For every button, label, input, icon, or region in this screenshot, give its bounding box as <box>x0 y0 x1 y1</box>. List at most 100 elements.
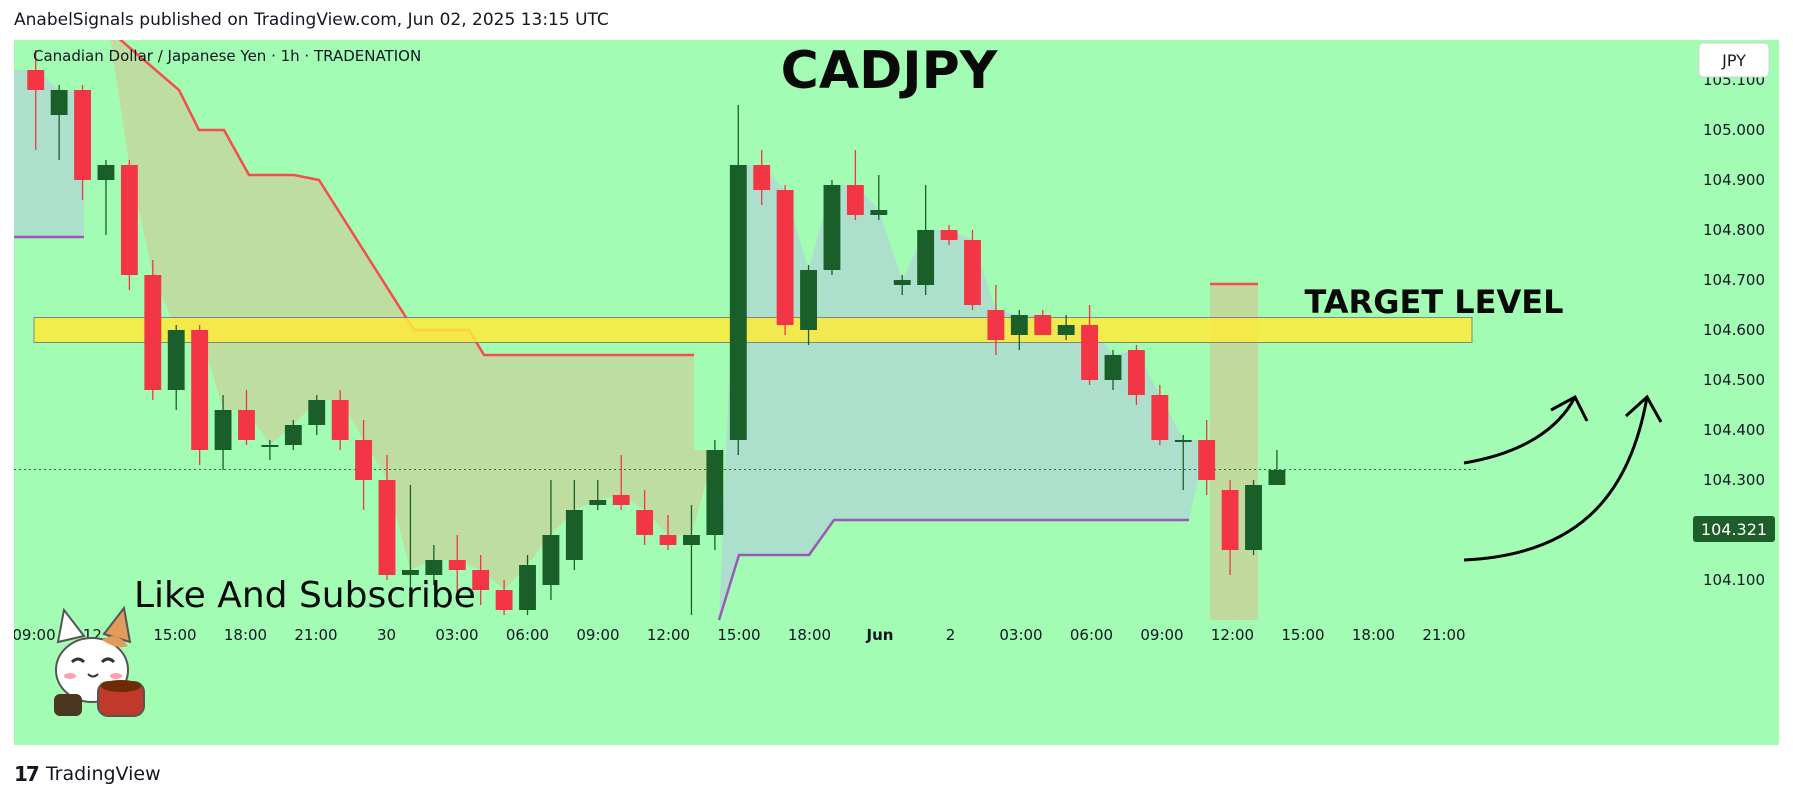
candle <box>542 480 560 600</box>
candles <box>27 50 1286 615</box>
chart-panel[interactable]: 105.100 105.000 104.900 104.800 104.700 104.6… <box>12 29 1779 745</box>
time-tick-label: 15:00 <box>1281 626 1324 644</box>
bullish-cloud-area <box>719 165 1207 620</box>
candle <box>683 505 700 615</box>
time-tick-label: 30 <box>377 626 396 644</box>
candle <box>753 150 771 205</box>
price-tick-label: 104.600 <box>1703 321 1765 339</box>
candle <box>612 455 630 510</box>
candle-body <box>940 230 958 240</box>
time-tick-label: 18:00 <box>788 626 831 644</box>
candle-body <box>308 400 326 425</box>
candle <box>519 555 536 615</box>
mascot-cat-icon <box>54 605 145 717</box>
candle <box>729 105 747 455</box>
candle <box>636 490 654 545</box>
candle <box>823 180 841 275</box>
time-axis[interactable]: 09:00 12:00 15:00 18:00 21:00 30 03:00 06:00 09:… <box>12 626 1466 644</box>
candle <box>589 480 607 510</box>
candle-body <box>612 495 630 505</box>
price-tick-label: 104.500 <box>1703 371 1765 389</box>
currency-button[interactable]: JPY <box>1698 42 1770 78</box>
candle-body <box>1034 315 1052 335</box>
candle-body <box>1198 440 1216 480</box>
candle-body <box>355 440 373 480</box>
publisher-line: AnabelSignals published on TradingView.c… <box>14 10 609 30</box>
candle-body <box>1174 440 1192 442</box>
price-tick-label: 104.400 <box>1703 421 1765 439</box>
candle <box>1104 350 1122 390</box>
time-tick-label: 12:00 <box>1211 626 1254 644</box>
candle <box>1034 310 1052 335</box>
candle <box>964 230 981 310</box>
candle-body <box>74 90 91 180</box>
arrow-head-2-icon <box>1624 394 1663 423</box>
candle-body <box>565 510 583 560</box>
time-tick-label: 09:00 <box>14 626 56 644</box>
candle <box>214 395 232 470</box>
candle <box>1010 310 1028 350</box>
candle-body <box>144 275 162 390</box>
candle-body <box>167 330 185 390</box>
candle-body <box>120 165 138 275</box>
price-tick-label: 104.900 <box>1703 171 1765 189</box>
candle <box>846 150 864 220</box>
last-price-label: 104.321 <box>1693 516 1775 542</box>
candle <box>917 185 935 295</box>
time-tick-label: 06:00 <box>1070 626 1113 644</box>
target-level-zone <box>33 317 1473 343</box>
candle <box>331 390 349 450</box>
tradingview-brand: TradingView <box>45 763 161 785</box>
candle-body <box>870 210 888 215</box>
last-price-value: 104.321 <box>1701 520 1767 539</box>
tradingview-logo-icon: 17 <box>14 762 40 786</box>
price-chart[interactable]: 105.100105.000104.900104.800104.700104.6… <box>12 29 1779 745</box>
candle <box>1081 305 1099 385</box>
candle <box>1268 450 1286 485</box>
candle-body <box>800 270 817 330</box>
candle-body <box>589 500 607 505</box>
currency-label: JPY <box>1721 51 1746 70</box>
candle-body <box>893 280 911 285</box>
price-tick-label: 104.300 <box>1703 471 1765 489</box>
candle <box>27 50 45 150</box>
candle <box>308 395 326 435</box>
candle <box>1151 385 1169 445</box>
candle <box>495 580 513 615</box>
candle-body <box>706 450 724 535</box>
candle <box>472 555 490 605</box>
candle <box>940 225 958 245</box>
early-cloud-area <box>14 70 84 237</box>
candle-body <box>214 410 232 450</box>
candle <box>659 515 677 550</box>
candle-body <box>97 165 115 180</box>
chart-title: CADJPY <box>781 41 999 101</box>
candle-body <box>495 590 513 610</box>
candle-body <box>50 90 68 115</box>
candle <box>144 260 162 400</box>
candle <box>565 480 583 570</box>
tradingview-footer[interactable]: 17 TradingView <box>14 762 161 786</box>
candle-body <box>1268 470 1286 485</box>
candle-body <box>472 570 490 590</box>
time-tick-label: Jun <box>866 626 894 644</box>
candle-body <box>987 310 1005 340</box>
candle-body <box>683 535 700 545</box>
candle-body <box>448 560 466 570</box>
time-tick-label: 03:00 <box>999 626 1042 644</box>
candle <box>1127 345 1145 405</box>
candle <box>74 85 91 200</box>
candle-body <box>519 565 536 610</box>
candle <box>870 175 888 220</box>
candle <box>50 85 68 160</box>
candle <box>284 420 302 450</box>
time-tick-label: 2 <box>946 626 956 644</box>
time-tick-label: 18:00 <box>224 626 267 644</box>
candle-body <box>753 165 771 190</box>
candle-body <box>542 535 560 585</box>
candle-body <box>1081 325 1099 380</box>
candle-body <box>425 560 443 575</box>
candle <box>167 325 185 410</box>
time-tick-label: 15:00 <box>153 626 196 644</box>
candle <box>97 160 115 235</box>
